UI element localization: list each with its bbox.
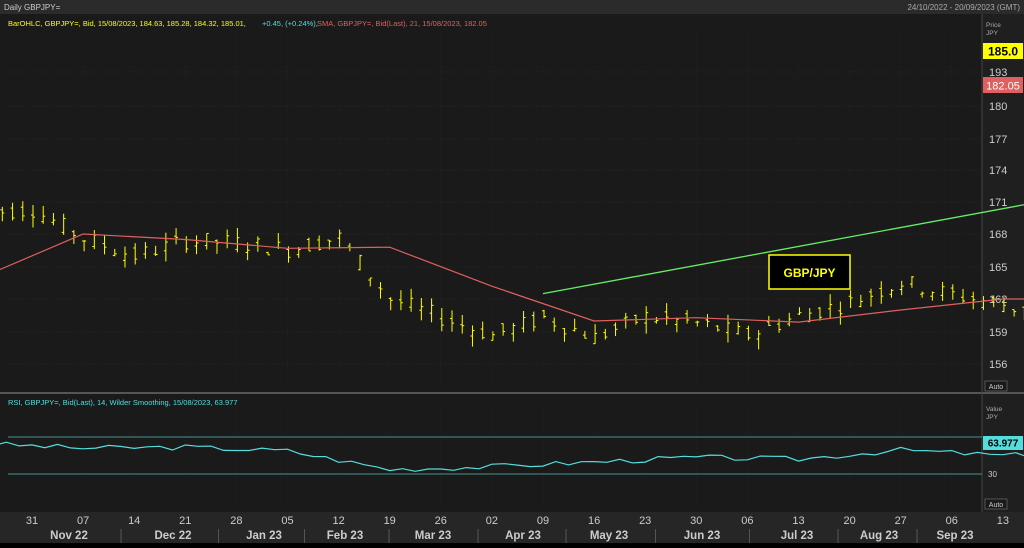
price-axis-label: Price bbox=[986, 22, 1001, 29]
title-bar bbox=[0, 0, 1024, 14]
rsi-axis-label: Value bbox=[986, 406, 1003, 413]
x-month-label: Feb 23 bbox=[327, 530, 363, 542]
x-day-label: 06 bbox=[946, 515, 958, 527]
last-price-tag bbox=[983, 43, 1023, 59]
overlays bbox=[0, 204, 1024, 323]
price-tick-159: 159 bbox=[989, 327, 1007, 339]
x-month-label: Nov 22 bbox=[50, 530, 88, 542]
channel-upper-line bbox=[542, 204, 1024, 295]
x-day-label: 30 bbox=[690, 515, 702, 527]
price-tick-168: 168 bbox=[989, 229, 1007, 241]
x-day-label: 06 bbox=[741, 515, 753, 527]
x-day-label: 20 bbox=[843, 515, 855, 527]
x-month-label: Jun 23 bbox=[684, 530, 720, 542]
x-day-label: 07 bbox=[77, 515, 89, 527]
x-day-label: 14 bbox=[128, 515, 140, 527]
x-axis-strip bbox=[0, 512, 1024, 543]
rsi-value-label: 63.977 bbox=[988, 439, 1019, 450]
grid bbox=[8, 34, 1004, 508]
x-day-label: 13 bbox=[997, 515, 1009, 527]
ohlc-bars bbox=[0, 201, 1024, 350]
x-month-label: Mar 23 bbox=[415, 530, 451, 542]
price-tick-177: 177 bbox=[989, 134, 1007, 146]
sma-line bbox=[0, 233, 1024, 323]
legend-change: +0.45, (+0.24%), bbox=[262, 19, 318, 28]
price-axis-unit: JPY bbox=[986, 30, 999, 37]
x-day-label: 23 bbox=[639, 515, 651, 527]
price-auto-button[interactable] bbox=[984, 380, 1008, 392]
x-month-label: Sep 23 bbox=[936, 530, 973, 542]
x-month-label: Jul 23 bbox=[781, 530, 814, 542]
legend-bar-ohlc: BarOHLC, GBPJPY=, Bid, 15/08/2023, 184.6… bbox=[8, 19, 246, 28]
price-tick-165: 165 bbox=[989, 262, 1007, 274]
price-tick-156: 156 bbox=[989, 359, 1007, 371]
x-day-label: 05 bbox=[281, 515, 293, 527]
x-month-label: Dec 22 bbox=[154, 530, 191, 542]
pair-badge bbox=[768, 254, 851, 290]
x-day-label: 31 bbox=[26, 515, 38, 527]
legend-sma: SMA, GBPJPY=, Bid(Last), 21, 15/08/2023,… bbox=[317, 19, 487, 28]
x-day-label: 16 bbox=[588, 515, 600, 527]
rsi-level-label: 30 bbox=[988, 470, 997, 479]
x-month-label: Apr 23 bbox=[505, 530, 541, 542]
rsi-axis-unit: JPY bbox=[986, 414, 999, 421]
date-range: 24/10/2022 - 20/09/2023 (GMT) bbox=[907, 3, 1020, 12]
rsi-value-tag bbox=[983, 436, 1023, 450]
x-day-label: 02 bbox=[486, 515, 498, 527]
price-tick-193: 193 bbox=[989, 67, 1007, 79]
chart-title: Daily GBPJPY= bbox=[4, 3, 61, 12]
x-day-label: 26 bbox=[435, 515, 447, 527]
sma-price-tag bbox=[983, 77, 1023, 93]
x-month-label: May 23 bbox=[590, 530, 628, 542]
rsi-line bbox=[0, 441, 1024, 472]
pair-badge-text: GBP/JPY bbox=[783, 266, 835, 280]
rsi-auto-button[interactable] bbox=[984, 498, 1008, 510]
x-month-label: Aug 23 bbox=[860, 530, 898, 542]
rsi-legend: RSI, GBPJPY=, Bid(Last), 14, Wilder Smoo… bbox=[8, 398, 238, 407]
x-day-label: 12 bbox=[332, 515, 344, 527]
rsi-layer bbox=[0, 436, 1024, 475]
rsi-auto-label: Auto bbox=[989, 502, 1004, 509]
x-day-label: 19 bbox=[384, 515, 396, 527]
x-day-label: 27 bbox=[895, 515, 907, 527]
x-day-label: 21 bbox=[179, 515, 191, 527]
sma-price-label: 182.05 bbox=[986, 81, 1020, 93]
price-auto-label: Auto bbox=[989, 384, 1004, 391]
x-month-label: Jan 23 bbox=[246, 530, 282, 542]
x-day-label: 28 bbox=[230, 515, 242, 527]
price-tick-180: 180 bbox=[989, 101, 1007, 113]
price-tick-171: 171 bbox=[989, 197, 1007, 209]
x-day-label: 09 bbox=[537, 515, 549, 527]
last-price-label: 185.0 bbox=[988, 45, 1018, 59]
price-tick-174: 174 bbox=[989, 165, 1007, 177]
x-day-label: 13 bbox=[792, 515, 804, 527]
x-axis: 31 07 14 21 28 05 12 19 26 02 09 16 23 30 06 13 20 27 06 13… bbox=[26, 515, 1009, 543]
